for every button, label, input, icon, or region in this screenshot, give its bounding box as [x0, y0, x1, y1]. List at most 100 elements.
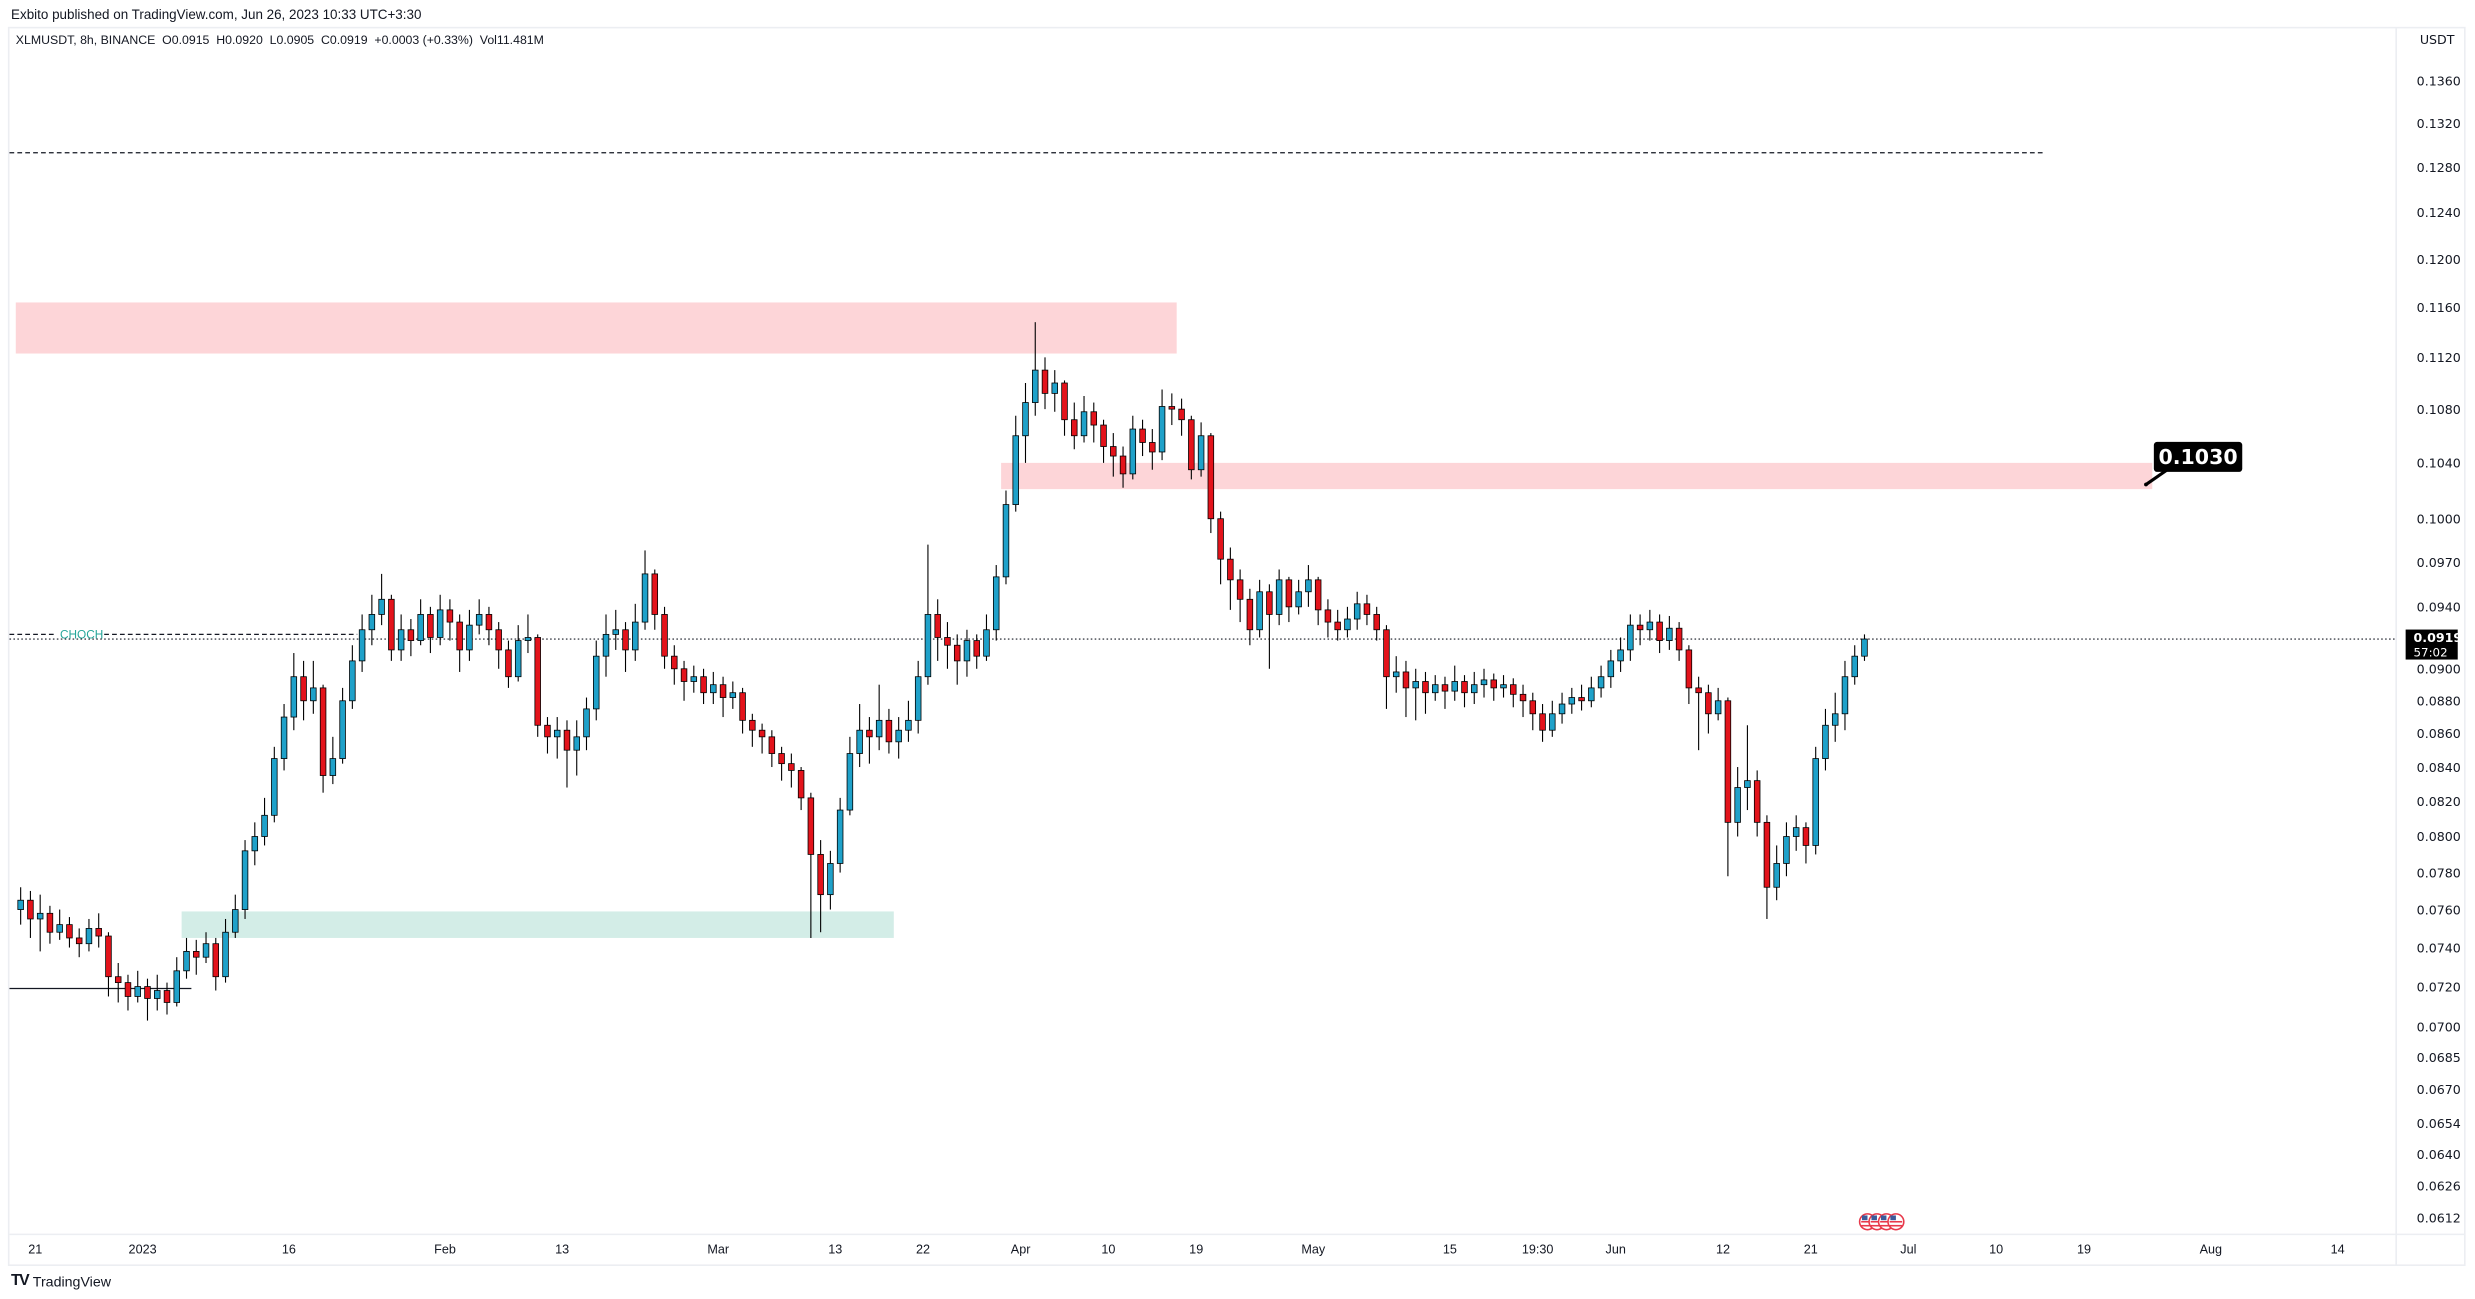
callout-box[interactable]	[2153, 441, 2243, 472]
candle-body-up	[1129, 428, 1137, 475]
price-tick-label: 0.0654	[2417, 1116, 2461, 1131]
candle	[1705, 684, 1712, 734]
candle-body-up	[827, 863, 834, 896]
candle-body-down	[485, 614, 493, 631]
candle	[1675, 622, 1683, 661]
candle-body-up	[632, 621, 639, 651]
candle	[251, 822, 259, 866]
price-tick-label: 0.0612	[2417, 1211, 2461, 1226]
candle	[1002, 490, 1010, 585]
candle-body-down	[797, 770, 805, 799]
candle-body-up	[1627, 624, 1634, 651]
time-tick-label: 21	[1804, 1242, 1818, 1256]
candle	[66, 917, 73, 948]
candle-body-up	[173, 970, 180, 1003]
candle	[1480, 668, 1488, 698]
candle-body-up	[573, 736, 580, 751]
candle	[417, 599, 424, 646]
candle	[1851, 645, 1858, 685]
candle-body-up	[397, 629, 405, 651]
candle	[953, 634, 961, 685]
tradingview-logo[interactable]: TV TradingView	[11, 1272, 111, 1289]
time-tick-label: May	[1301, 1242, 1326, 1256]
callout-anchor[interactable]	[2144, 482, 2148, 487]
price-tick-label: 0.0740	[2417, 940, 2461, 955]
supply-zone-lower[interactable]	[1001, 462, 2153, 490]
price-tick-label: 0.0760	[2417, 902, 2461, 917]
candle	[1861, 634, 1868, 661]
price-tick-label: 0.0860	[2417, 726, 2461, 741]
candle-body-down	[300, 676, 307, 702]
candle-body-up	[368, 614, 376, 631]
price-axis[interactable]: 0.1360 0.1320 0.1280 0.1240 0.1200 0.1160 0.11…	[2417, 74, 2461, 1226]
candle-body-down	[622, 629, 629, 651]
candle-body-down	[407, 629, 415, 641]
candle-body-down	[1802, 827, 1810, 846]
candle	[1461, 675, 1468, 708]
time-tick-label: 2023	[129, 1242, 157, 1256]
candle-body-up	[271, 758, 278, 816]
candle-body-down	[758, 729, 766, 738]
candle	[105, 932, 112, 997]
candle	[134, 970, 141, 1003]
candle	[1812, 746, 1819, 855]
candle	[124, 974, 132, 1011]
candle-body-down	[1461, 681, 1468, 694]
candle	[456, 614, 463, 672]
price-tick-label: 0.1240	[2417, 205, 2461, 220]
us-flag-icon[interactable]	[1887, 1213, 1905, 1231]
candle-body-up	[690, 676, 698, 682]
candle	[193, 939, 200, 975]
supply-zone-upper[interactable]	[15, 302, 1177, 354]
time-tick-label: 10	[1989, 1242, 2003, 1256]
candle-body-down	[495, 629, 502, 651]
candle	[232, 894, 239, 938]
candle	[436, 594, 444, 646]
candle	[271, 746, 278, 823]
candle	[1510, 678, 1517, 708]
candle-body-up	[905, 719, 912, 731]
candle-body-up	[1549, 713, 1556, 731]
time-tick-label: 12	[1716, 1242, 1730, 1256]
time-tick-label: 19	[2077, 1242, 2091, 1256]
time-axis[interactable]: 21 2023 16 Feb 13 Mar 13 22 Apr 10 19 May 15 19:30 Jun…	[28, 1242, 2344, 1256]
candle	[1324, 599, 1332, 638]
candle-body-up	[524, 637, 532, 641]
candle	[46, 905, 54, 944]
legend-symbol[interactable]: XLMUSDT, 8h, BINANCE	[15, 33, 156, 48]
candle-body-up	[895, 729, 902, 743]
demand-zone[interactable]	[181, 911, 894, 938]
candle-body-up	[1734, 787, 1741, 823]
candle-body-down	[1324, 609, 1332, 623]
candle-body-up	[1500, 684, 1507, 689]
candle	[1168, 393, 1176, 426]
candle	[1022, 383, 1029, 463]
candle	[817, 840, 824, 933]
candle	[1236, 569, 1244, 623]
candle	[1500, 675, 1507, 698]
candle-body-down	[778, 753, 785, 765]
candle	[280, 704, 288, 771]
candle-body-down	[505, 649, 512, 678]
candle	[144, 978, 151, 1021]
candle	[612, 609, 619, 650]
candle-body-up	[280, 716, 288, 759]
candle-body-up	[290, 676, 298, 718]
candle-body-up	[17, 899, 24, 910]
candle-body-down	[1383, 629, 1390, 678]
candle	[319, 684, 327, 793]
candle-body-up	[729, 692, 737, 698]
candle-body-down	[1695, 687, 1702, 694]
candle-body-down	[1373, 614, 1380, 631]
candle-body-down	[1119, 455, 1127, 475]
candle-body-down	[1539, 713, 1546, 731]
candle-body-up	[846, 753, 854, 811]
candle	[1149, 429, 1156, 470]
candle	[475, 599, 483, 635]
candle	[1617, 637, 1624, 672]
candle	[622, 622, 629, 672]
candle-body-up	[1773, 863, 1780, 888]
time-tick-label: Mar	[707, 1242, 729, 1256]
